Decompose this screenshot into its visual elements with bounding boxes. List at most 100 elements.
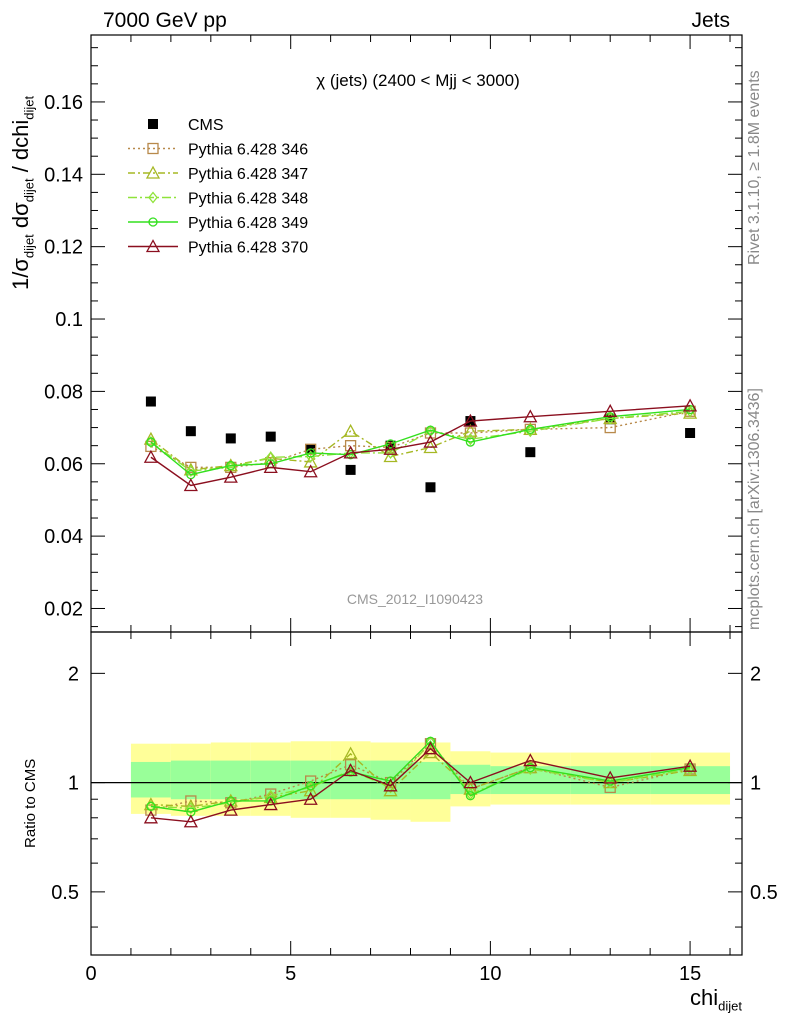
main-y-tick-label: 0.02	[44, 598, 83, 620]
ratio-point-p348	[425, 736, 436, 749]
series-point-p349	[685, 404, 695, 415]
series-point-p348	[465, 433, 476, 446]
series-line-p370	[150, 405, 691, 487]
series-point-p349	[385, 439, 396, 449]
series-point-p347	[343, 423, 358, 437]
series-point-p370	[523, 409, 538, 423]
ratio-point-p370	[303, 791, 318, 805]
series-point-p349	[425, 425, 436, 435]
series-point-p348	[146, 436, 156, 449]
legend-marker-p347	[145, 165, 161, 179]
series-point-p346	[424, 427, 437, 439]
series-point-p370	[223, 469, 238, 483]
rivet-version-label: Rivet 3.1.10, ≥ 1.8M events	[746, 70, 763, 265]
main-y-tick-label: 0.14	[44, 164, 83, 186]
ratio-point-p347	[303, 783, 318, 797]
ratio-y-axis-label: Ratio to CMS	[22, 758, 39, 848]
ratio-line-p349	[150, 740, 691, 813]
ratio-point-p348	[186, 802, 196, 815]
x-tick-label: 0	[85, 963, 96, 985]
series-point-p370	[383, 441, 398, 455]
series-point-p348	[385, 446, 396, 459]
cms-data-point	[345, 464, 356, 475]
series-point-p349	[525, 424, 535, 435]
main-y-tick-label: 0.04	[44, 526, 83, 548]
x-tick-label: 15	[679, 963, 701, 985]
legend-label-p370: Pythia 6.428 370	[188, 240, 308, 257]
legend-marker-p348	[148, 191, 158, 204]
ratio-point-p370	[223, 802, 238, 816]
ratio-point-p349	[605, 776, 615, 786]
ratio-point-p370	[682, 758, 698, 772]
ratio-band-inner	[250, 760, 291, 800]
ratio-y-tick-label: 1	[68, 773, 79, 795]
cms-data-point	[685, 428, 696, 438]
ratio-point-p349	[465, 791, 476, 801]
legend-marker-p370	[145, 239, 161, 253]
ratio-point-p370	[263, 797, 278, 811]
legend-marker-CMS	[148, 119, 158, 129]
cms-data-point	[145, 396, 156, 407]
ratio-band-inner	[210, 760, 251, 800]
series-point-p346	[185, 461, 197, 474]
cms-data-point	[225, 433, 236, 444]
cms-data-point	[525, 447, 536, 458]
series-point-p370	[423, 434, 438, 448]
series-point-p370	[183, 478, 198, 492]
x-tick-label: 5	[285, 963, 296, 985]
ratio-band-inner	[130, 761, 171, 798]
ratio-point-p370	[183, 814, 198, 828]
header-left-label: 7000 GeV pp	[103, 9, 227, 32]
main-y-tick-label: 0.16	[44, 92, 83, 114]
x-axis-label: chidijet	[690, 985, 742, 1014]
legend-label-p348: Pythia 6.428 348	[188, 191, 308, 208]
ratio-y-tick-label-right: 2	[750, 663, 761, 685]
cms-data-point	[385, 440, 396, 451]
ratio-point-p349	[146, 801, 156, 812]
legend-label-CMS: CMS	[188, 117, 224, 134]
ratio-point-p370	[383, 778, 398, 792]
legend-marker-p346	[147, 142, 159, 155]
ratio-point-p370	[603, 770, 618, 784]
series-point-p347	[463, 423, 478, 437]
series-point-p349	[306, 448, 316, 458]
ratio-point-p370	[143, 810, 159, 824]
series-point-p370	[303, 464, 318, 478]
ratio-band-inner	[410, 761, 451, 800]
ratio-point-p370	[463, 775, 478, 789]
ratio-point-p349	[525, 762, 535, 773]
series-point-p370	[263, 460, 278, 474]
ratio-y-tick-label-right: 1	[750, 773, 761, 795]
series-point-p349	[146, 437, 156, 447]
series-point-p370	[682, 398, 698, 412]
legend-label-p346: Pythia 6.428 346	[188, 142, 308, 159]
series-point-p346	[305, 443, 317, 455]
series-point-p348	[186, 464, 196, 478]
series-point-p370	[343, 445, 358, 459]
ratio-band-inner	[170, 760, 211, 800]
cms-data-point	[185, 426, 196, 437]
series-point-p349	[465, 437, 476, 447]
series-point-p370	[143, 449, 159, 463]
main-y-tick-label: 0.12	[44, 237, 83, 259]
ratio-point-p349	[425, 736, 436, 746]
series-point-p349	[226, 460, 236, 471]
ratio-point-p349	[306, 781, 316, 791]
main-y-tick-label: 0.06	[44, 454, 83, 476]
main-y-tick-label: 0.08	[44, 381, 83, 403]
header-right-label: Jets	[691, 9, 730, 32]
ratio-point-p370	[343, 763, 358, 777]
series-point-p370	[603, 403, 618, 417]
x-tick-label: 10	[479, 963, 501, 985]
legend-marker-p349	[148, 217, 158, 227]
main-y-tick-label: 0.1	[55, 309, 83, 331]
main-y-axis-label: 1/σdijet dσdijet / dchidijet	[8, 95, 37, 290]
ratio-y-tick-label: 2	[68, 663, 79, 685]
series-line-p348	[150, 410, 691, 472]
series-point-p347	[383, 449, 398, 463]
series-point-p370	[463, 413, 478, 427]
source-url-label: mcplots.cern.ch [arXiv:1306.3436]	[746, 388, 763, 630]
legend-label-p347: Pythia 6.428 347	[188, 166, 308, 183]
ratio-line-p370	[150, 747, 691, 823]
